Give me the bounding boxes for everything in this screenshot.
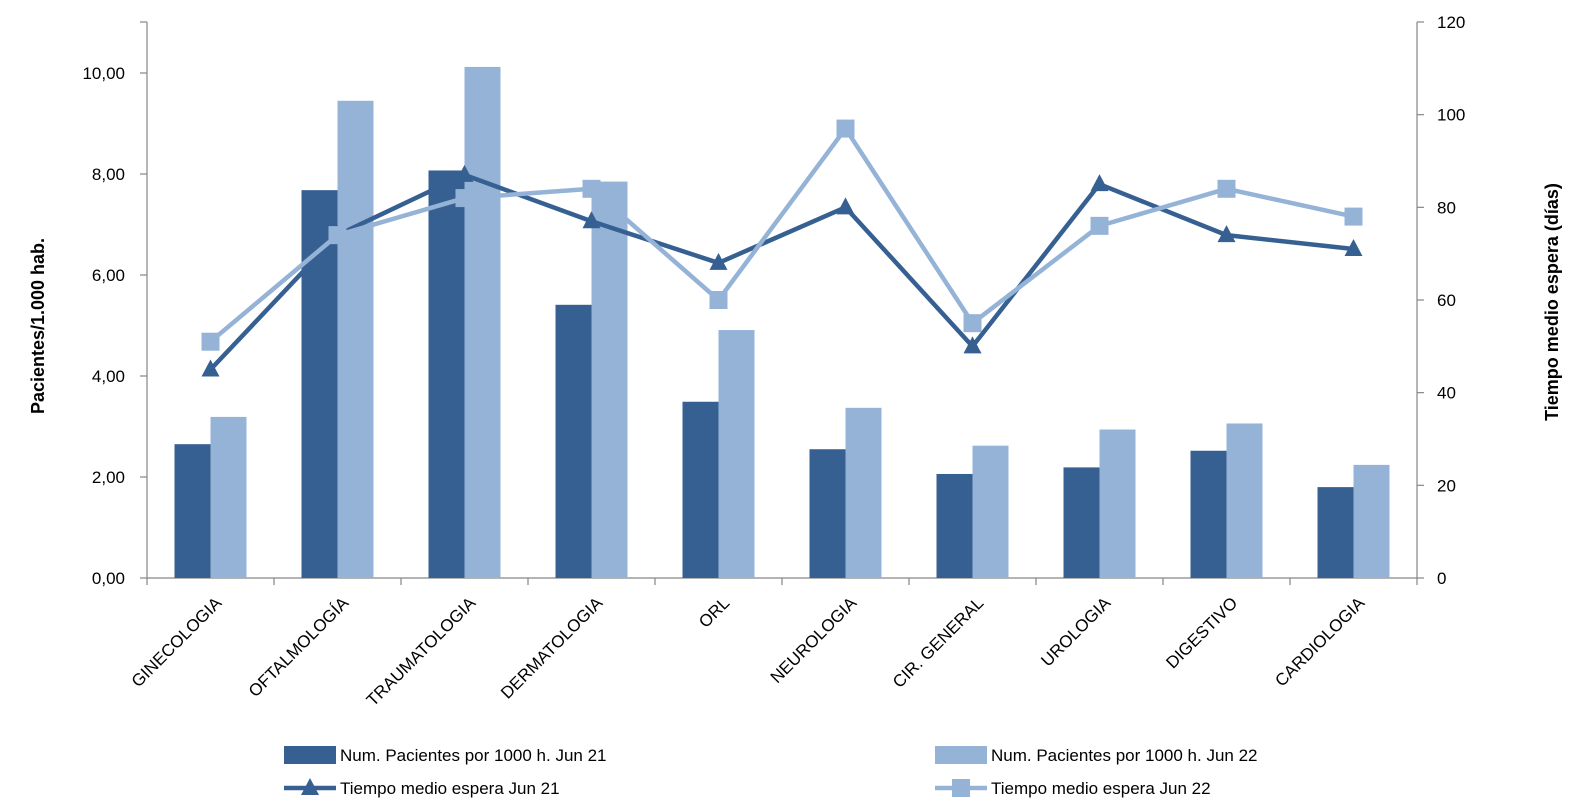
- point-marker: [201, 359, 220, 377]
- legend-label: Num. Pacientes por 1000 h. Jun 21: [340, 746, 607, 765]
- point-marker: [963, 336, 982, 354]
- y-tick-label: 0,00: [92, 569, 125, 588]
- bar: [809, 449, 846, 578]
- y2-tick-label: 60: [1437, 291, 1456, 310]
- point-marker: [582, 211, 601, 229]
- legend-label: Tiempo medio espera Jun 21: [340, 779, 560, 798]
- y-axis-title: Pacientes/1.000 hab.: [28, 238, 48, 414]
- y2-axis-title: Tiempo medio espera (días): [1542, 183, 1562, 421]
- legend: Num. Pacientes por 1000 h. Jun 21 Num. Pa…: [284, 746, 1258, 798]
- bar: [1226, 423, 1263, 578]
- legend-label: Num. Pacientes por 1000 h. Jun 22: [991, 746, 1258, 765]
- bar: [682, 401, 719, 578]
- point-marker: [1090, 174, 1109, 192]
- x-tick-label: DIGESTIVO: [1162, 593, 1241, 672]
- bar: [464, 66, 501, 578]
- y-tick-label: 4,00: [92, 367, 125, 386]
- x-tick-label: ORL: [695, 593, 733, 631]
- point-marker: [1217, 179, 1236, 198]
- bar: [174, 444, 211, 578]
- bar: [972, 445, 1009, 578]
- point-marker: [582, 179, 601, 198]
- x-tick-label: OFTALMOLOGÍA: [245, 593, 353, 701]
- bar: [591, 181, 628, 578]
- y2-tick-label: 100: [1437, 106, 1465, 125]
- y-tick-label: 2,00: [92, 468, 125, 487]
- bar: [555, 304, 592, 578]
- legend-swatch: [935, 746, 987, 764]
- point-marker: [455, 164, 474, 182]
- series-line: [209, 126, 1354, 344]
- bar: [1190, 450, 1227, 578]
- point-marker: [1217, 225, 1236, 243]
- point-marker: [709, 252, 728, 270]
- point-marker: [201, 332, 220, 351]
- legend-label: Tiempo medio espera Jun 22: [991, 779, 1211, 798]
- y-tick-label: 8,00: [92, 165, 125, 184]
- y-tick-label: 10,00: [82, 64, 125, 83]
- point-marker: [963, 314, 982, 333]
- x-tick-label: CARDIOLOGIA: [1271, 593, 1368, 690]
- y2-tick-label: 120: [1437, 13, 1465, 32]
- point-marker: [709, 291, 728, 309]
- point-marker: [1344, 207, 1363, 226]
- bar: [428, 170, 465, 578]
- point-marker: [328, 226, 347, 245]
- legend-marker: [952, 779, 970, 797]
- bar: [1353, 464, 1390, 578]
- bars-group: [174, 66, 1390, 579]
- x-tick-label: DERMATOLOGIA: [497, 593, 607, 703]
- x-tick-label: NEUROLOGIA: [767, 593, 861, 687]
- point-marker: [1090, 216, 1109, 235]
- point-marker: [1344, 239, 1363, 257]
- bar: [1317, 487, 1354, 578]
- y2-tick-label: 0: [1437, 569, 1446, 588]
- bar: [936, 473, 973, 578]
- lines-group: [201, 119, 1363, 377]
- bar: [210, 416, 247, 578]
- y2-tick-label: 20: [1437, 476, 1456, 495]
- point-marker: [836, 119, 855, 138]
- y-tick-label: 6,00: [92, 266, 125, 285]
- bar: [1063, 467, 1100, 578]
- point-marker: [455, 189, 474, 208]
- y2-tick-label: 80: [1437, 198, 1456, 217]
- point-marker: [836, 197, 855, 215]
- bar: [1099, 429, 1136, 578]
- x-tick-label: CIR. GENERAL: [889, 593, 987, 691]
- x-tick-label: UROLOGIA: [1037, 593, 1114, 670]
- bar: [718, 330, 755, 578]
- legend-swatch: [284, 746, 336, 764]
- x-tick-label: GINECOLOGIA: [128, 593, 226, 691]
- x-tick-label: TRAUMATOLOGIA: [363, 593, 480, 710]
- bar: [337, 100, 374, 579]
- y2-tick-label: 40: [1437, 384, 1456, 403]
- bar: [845, 407, 882, 578]
- legend-marker: [301, 778, 319, 795]
- tick-labels-group: 0,00 2,00 4,00 6,00 8,00 10,00 0 20 40 60 80 100 120…: [82, 13, 1465, 710]
